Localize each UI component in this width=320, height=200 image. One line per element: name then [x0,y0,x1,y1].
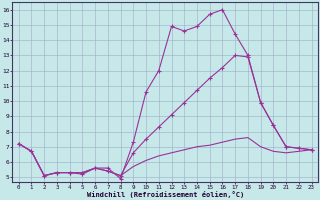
X-axis label: Windchill (Refroidissement éolien,°C): Windchill (Refroidissement éolien,°C) [86,191,244,198]
